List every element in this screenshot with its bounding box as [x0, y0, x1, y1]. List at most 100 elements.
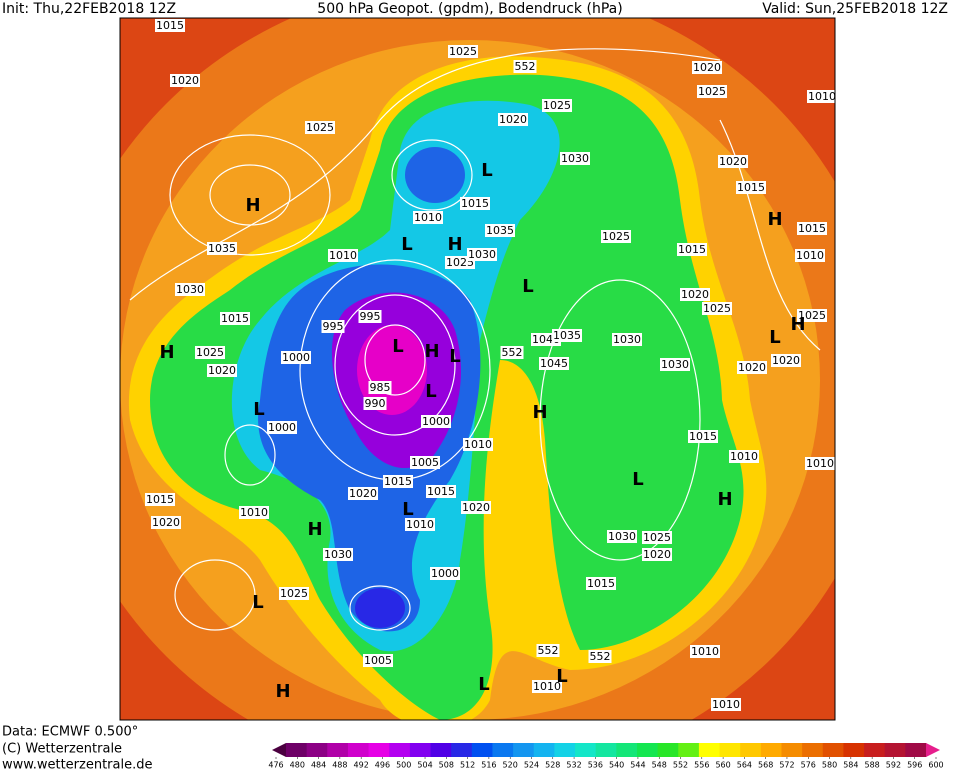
pressure-center: H: [717, 489, 732, 510]
isobar-value: 1025: [703, 302, 731, 315]
colorbar-label: 552: [673, 761, 688, 770]
isobar-label: 1020: [151, 516, 181, 529]
isobar-label: 985: [368, 381, 392, 394]
isobar-label-bg: [680, 288, 710, 301]
isobar-label-bg: [421, 415, 451, 428]
isobar-value: 1015: [427, 485, 455, 498]
isobar-label: 1020: [461, 501, 491, 514]
isobar: [539, 279, 701, 561]
colorbar-swatch: [575, 743, 597, 757]
isobar-label: 1025: [601, 230, 631, 243]
colorbar-label: 492: [354, 761, 369, 770]
isobar-value: 1020: [462, 501, 490, 514]
isobar-label: 1030: [607, 530, 637, 543]
isobar-label: 1005: [363, 654, 393, 667]
colorbar-label: 548: [652, 761, 667, 770]
isobar: [349, 585, 411, 631]
isobar-value: 995: [323, 320, 344, 333]
isobar: [169, 134, 331, 256]
isobar-label: 1015: [383, 475, 413, 488]
isobar-label-bg: [363, 654, 393, 667]
isobar-value: 1025: [280, 587, 308, 600]
colorbar-label: 484: [311, 761, 326, 770]
colorbar-label: 568: [758, 761, 773, 770]
isobar: [224, 424, 276, 486]
isobar-label-bg: [532, 680, 562, 693]
isobar-value: 1020: [349, 487, 377, 500]
colorbar-swatch: [533, 743, 555, 757]
isobar-value: 1035: [208, 242, 236, 255]
colorbar-swatch: [657, 743, 679, 757]
isobar-value: 1025: [602, 230, 630, 243]
isobar-label: 1005: [410, 456, 440, 469]
isobar-value: 1020: [681, 288, 709, 301]
colorbar-swatch: [802, 743, 824, 757]
field-blue-south: [355, 588, 405, 628]
valid-time: Valid: Sun,25FEB2018 12Z: [762, 1, 948, 17]
isobar-label: 1020: [718, 155, 748, 168]
isobar-value: 1000: [268, 421, 296, 434]
isobar-value: 1015: [156, 19, 184, 32]
isobar-label-bg: [771, 354, 801, 367]
isobar: [719, 119, 821, 351]
isobar-value: 1015: [737, 181, 765, 194]
isobar-label: 1010: [729, 450, 759, 463]
isobar-value: 1000: [282, 351, 310, 364]
isobar-value: 1015: [678, 243, 706, 256]
isobar-label-bg: [267, 421, 297, 434]
isobar-value: 1015: [587, 577, 615, 590]
isobar-label-bg: [239, 506, 269, 519]
map-frame: [119, 17, 836, 721]
colorbar-label: 528: [545, 761, 560, 770]
isobar-label: 1010: [795, 249, 825, 262]
isobar-label-bg: [305, 121, 335, 134]
isobar-label: 552: [588, 650, 612, 663]
isobar-label-bg: [737, 361, 767, 374]
isobar-label-bg: [601, 230, 631, 243]
map: 1015102010251035103010151025102010009959…: [120, 18, 835, 720]
isobar-label: 1015: [736, 181, 766, 194]
isobar-label-bg: [805, 457, 835, 470]
colorbar-swatch: [719, 743, 741, 757]
isobar-label: 1020: [207, 364, 237, 377]
colorbar-label: 584: [843, 761, 858, 770]
isobar-label: 1010: [711, 698, 741, 711]
colorbar-swatch: [430, 743, 452, 757]
colorbar-swatch: [616, 743, 638, 757]
isobar-value: 1030: [324, 548, 352, 561]
isobar-label-bg: [321, 320, 345, 333]
isobar-label: 1015: [797, 222, 827, 235]
pressure-center: L: [769, 327, 780, 348]
isobar-label: 1035: [552, 329, 582, 342]
isobar-value: 1030: [176, 283, 204, 296]
isobar-label-bg: [736, 181, 766, 194]
colorbar-swatch: [554, 743, 576, 757]
isobar-value: 1030: [561, 152, 589, 165]
isobar-label: 1020: [642, 548, 672, 561]
isobar-label-bg: [485, 224, 515, 237]
isobar-label-bg: [807, 90, 835, 103]
isobar-label-bg: [513, 60, 537, 73]
isobar-value: 1020: [719, 155, 747, 168]
isobar-label-bg: [207, 364, 237, 377]
isobar-label: 1020: [692, 61, 722, 74]
isobar-label-bg: [692, 61, 722, 74]
isobar-label-bg: [702, 302, 732, 315]
pressure-center: H: [307, 519, 322, 540]
isobar-value: 1000: [431, 567, 459, 580]
colorbar-swatch: [864, 743, 886, 757]
pressure-center: H: [424, 341, 439, 362]
colorbar-swatch: [884, 743, 906, 757]
data-source: Data: ECMWF 0.500°: [2, 725, 138, 740]
isobar-value: 552: [538, 644, 559, 657]
isobar-label-bg: [711, 698, 741, 711]
isobar-label-bg: [797, 309, 827, 322]
isobar-value: 1015: [221, 312, 249, 325]
isobar-label: 1035: [207, 242, 237, 255]
isobar-label-bg: [688, 430, 718, 443]
isobar-value: 1025: [196, 346, 224, 359]
isobar-label-bg: [690, 645, 720, 658]
isobar-label: 1020: [771, 354, 801, 367]
isobar-label: 1010: [690, 645, 720, 658]
isobar-value: 1020: [171, 74, 199, 87]
